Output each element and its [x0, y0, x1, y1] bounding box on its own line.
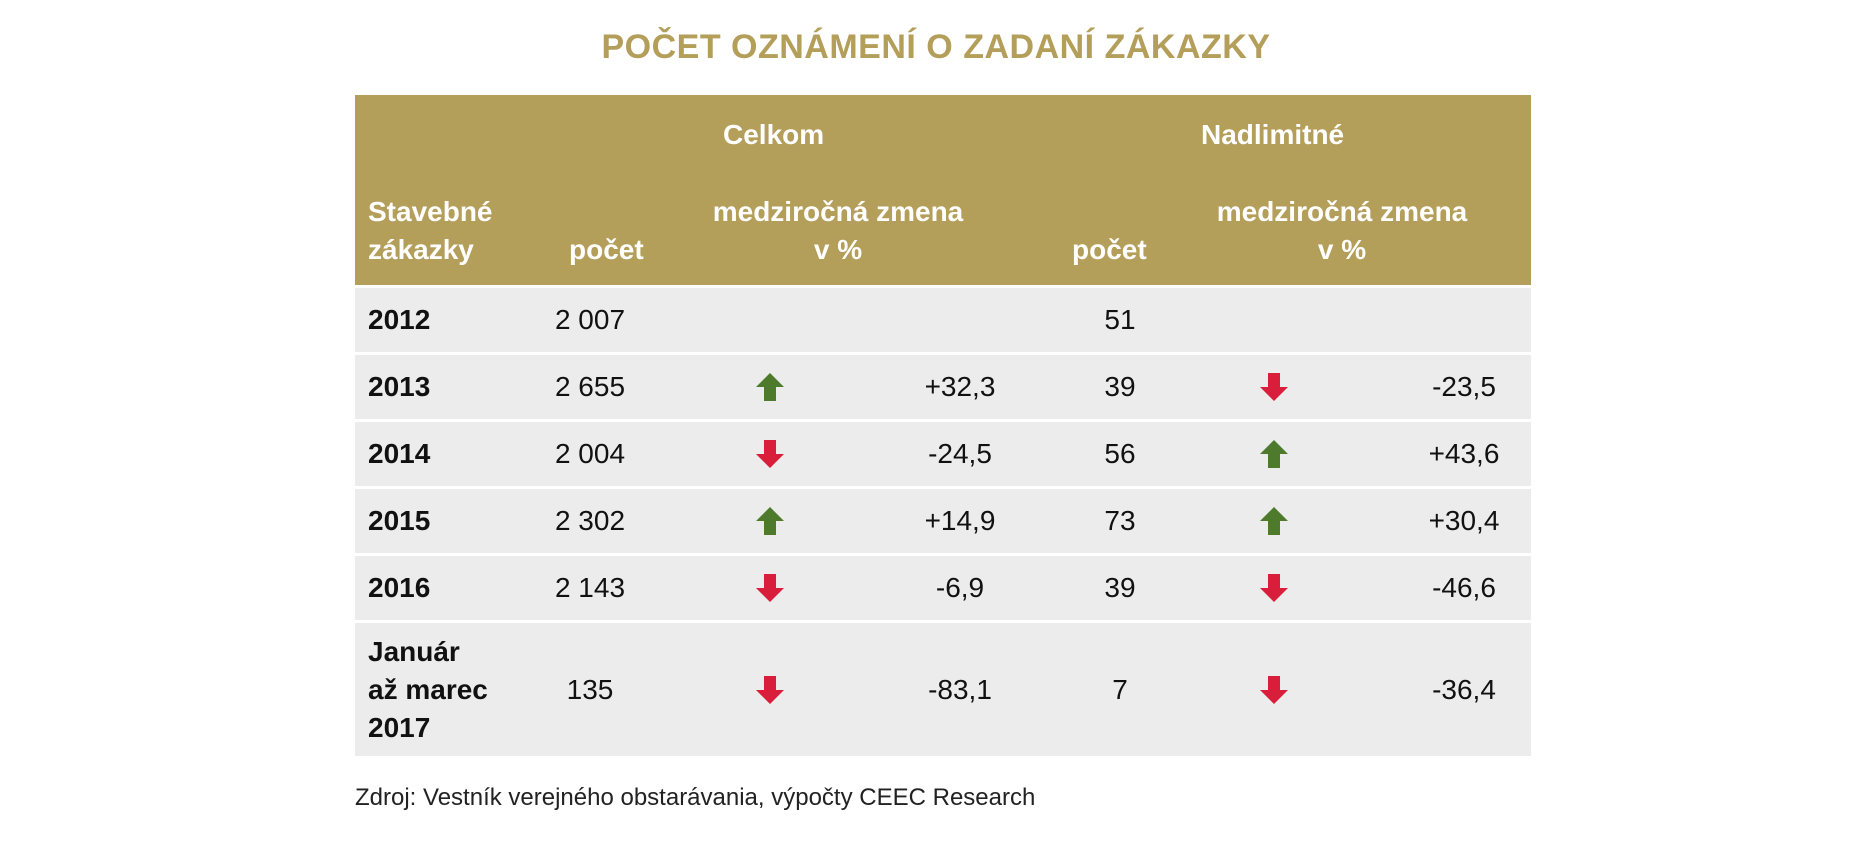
table-row: 2014 2 004 -24,5 56 +43,6	[355, 422, 1531, 486]
chart-title: POČET OZNÁMENÍ O ZADANÍ ZÁKAZKY	[601, 28, 1271, 66]
table-row: 2013 2 655 +32,3 39 -23,5	[355, 355, 1531, 419]
row-year-line: 2017	[368, 711, 431, 743]
row-year-line: 2014	[368, 438, 431, 469]
header-stavebne-line1: Stavebné	[368, 196, 493, 227]
cell-nad-zmena: -36,4	[1432, 673, 1496, 705]
header-celkom-zmena-line2: v %	[813, 234, 863, 265]
table-header: Celkom Nadlimitné Stavebné zákazky počet…	[355, 95, 1531, 285]
arrow-up-icon	[745, 489, 795, 553]
cell-celkom-zmena: -83,1	[928, 673, 992, 705]
arrow-down-icon	[1249, 623, 1299, 756]
cell-celkom-pocet: 2 143	[554, 572, 626, 603]
row-year-line: 2013	[368, 371, 431, 402]
arrow-up-icon	[1249, 422, 1299, 486]
header-nadlimitne-zmena-line2: v %	[1317, 234, 1367, 265]
cell-nad-pocet: 39	[1104, 371, 1136, 402]
cell-nad-zmena: -23,5	[1432, 371, 1496, 402]
cell-nad-pocet: 73	[1104, 505, 1136, 536]
cell-nad-pocet: 51	[1104, 304, 1136, 335]
row-year-line: až marec	[368, 673, 488, 705]
cell-celkom-pocet: 2 302	[554, 505, 626, 536]
cell-celkom-pocet: 135	[566, 673, 614, 705]
row-year: 2013	[368, 355, 430, 419]
row-year-line: 2016	[368, 572, 431, 603]
group-header-nadlimitne: Nadlimitné	[1201, 119, 1345, 150]
cell-celkom-zmena: +32,3	[924, 371, 996, 402]
row-year: 2014	[368, 422, 430, 486]
cell-nad-zmena: -46,6	[1432, 572, 1496, 603]
arrow-down-icon	[745, 422, 795, 486]
arrow-up-icon	[745, 355, 795, 419]
cell-nad-zmena	[1399, 288, 1529, 352]
table-body: 2012 2 007 51 2013 2 655 +32,3 39 -23,5 2014 2 00…	[355, 288, 1531, 756]
cell-celkom-zmena: -6,9	[935, 572, 985, 603]
arrow-up-icon	[1249, 489, 1299, 553]
arrow-down-icon	[1249, 556, 1299, 620]
row-year: 2016	[368, 556, 430, 620]
row-year: 2012	[368, 288, 430, 352]
row-year-line: Január	[368, 635, 460, 667]
header-nadlimitne-pocet: počet	[1072, 234, 1147, 265]
cell-nad-pocet: 7	[1112, 673, 1128, 705]
cell-celkom-zmena: -24,5	[928, 438, 992, 469]
row-year: 2015	[368, 489, 430, 553]
header-stavebne-line2: zákazky	[368, 234, 474, 265]
data-table: Celkom Nadlimitné Stavebné zákazky počet…	[355, 95, 1531, 756]
cell-celkom-zmena	[895, 288, 1025, 352]
cell-nad-zmena: +43,6	[1428, 438, 1500, 469]
arrow-down-icon	[745, 623, 795, 756]
arrow-down-icon	[745, 556, 795, 620]
table-row: 2012 2 007 51	[355, 288, 1531, 352]
header-celkom-pocet: počet	[569, 234, 644, 265]
table-row: 2016 2 143 -6,9 39 -46,6	[355, 556, 1531, 620]
cell-nad-pocet: 56	[1104, 438, 1136, 469]
header-celkom-zmena-line1: medziročná zmena	[712, 196, 964, 227]
table-row: 2015 2 302 +14,9 73 +30,4	[355, 489, 1531, 553]
header-nadlimitne-zmena-line1: medziročná zmena	[1216, 196, 1468, 227]
cell-celkom-pocet: 2 655	[554, 371, 626, 402]
cell-nad-pocet: 39	[1104, 572, 1136, 603]
cell-celkom-pocet: 2 004	[554, 438, 626, 469]
cell-celkom-zmena: +14,9	[924, 505, 996, 536]
group-header-celkom: Celkom	[723, 119, 825, 150]
row-year-line: 2012	[368, 304, 431, 335]
row-year: Január až marec 2017	[368, 623, 488, 756]
cell-nad-zmena: +30,4	[1428, 505, 1500, 536]
row-year-line: 2015	[368, 505, 431, 536]
source-note: Zdroj: Vestník verejného obstarávania, v…	[355, 784, 1036, 811]
cell-celkom-pocet: 2 007	[554, 304, 626, 335]
arrow-down-icon	[1249, 355, 1299, 419]
table-row: Január až marec 2017 135 -83,1 7 -36,4	[355, 623, 1531, 756]
